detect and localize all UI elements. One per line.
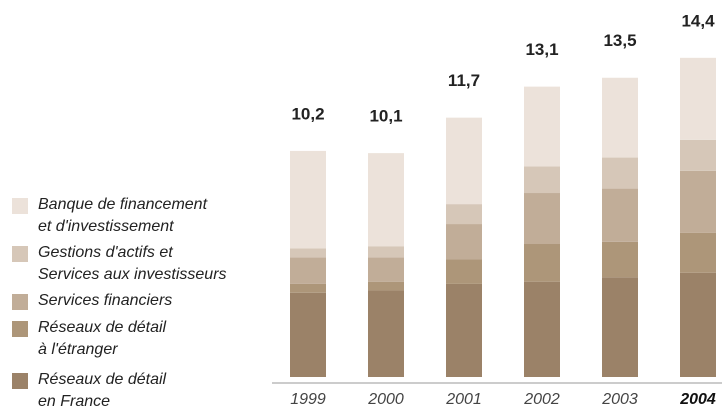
bar-segment [446,117,482,205]
x-tick-label: 2002 [523,391,560,408]
legend-swatch [12,246,28,262]
legend-item: Réseaux de détail à l'étranger [12,319,166,361]
bar-segment [368,281,404,291]
legend-label: Services financiers [38,292,173,309]
legend-label: Réseaux de détail à l'étranger [38,319,167,358]
legend-swatch [12,198,28,214]
bar-segment [446,259,482,284]
bar-segment [290,283,326,293]
bar-segment [602,157,638,189]
bar-segment [290,150,326,249]
bar-segment [446,224,482,260]
bar-segment [290,248,326,258]
bar-segment [524,244,560,282]
bar-segment [680,272,716,377]
x-tick-label: 2003 [601,391,638,408]
bar-segment [602,241,638,278]
x-tick-label: 1999 [290,391,326,408]
legend-swatch [12,373,28,389]
bar-segment [602,188,638,242]
total-label: 11,7 [448,71,480,90]
legend-label: Banque de financement et d'investissemen… [38,196,208,235]
bar-segment [680,232,716,273]
total-label: 10,1 [369,107,402,126]
legend-item: Réseaux de détail en France [12,371,166,413]
x-tick-label: 2000 [367,391,404,408]
bar-segment [524,86,560,167]
bar-segment [368,290,404,377]
legend-label: Gestions d'actifs et Services aux invest… [38,244,227,283]
bar-segment [524,166,560,194]
total-label: 14,4 [681,11,715,30]
bar-segment [524,281,560,377]
bar-segment [368,257,404,282]
total-label: 13,5 [603,31,636,50]
bar-segment [680,170,716,233]
legend-swatch [12,321,28,337]
bar-segment [602,77,638,158]
bar-segment [680,139,716,171]
bar-segment [290,292,326,377]
legend-item: Services financiers [12,292,172,312]
legend-label: Réseaux de détail en France [38,371,167,410]
bar-segment [524,193,560,245]
x-tick-label: 2004 [679,391,716,408]
bar-segment [446,204,482,225]
x-tick-label: 2001 [445,391,482,408]
legend-item: Gestions d'actifs et Services aux invest… [12,244,227,286]
bar-segment [446,283,482,377]
legend-item: Banque de financement et d'investissemen… [12,196,207,238]
bar-segment [368,153,404,247]
bar-segment [368,246,404,258]
bar-segment [602,277,638,377]
total-label: 10,2 [291,104,324,123]
bar-segment [680,57,716,140]
legend-swatch [12,294,28,310]
total-label: 13,1 [525,40,558,59]
bar-segment [290,257,326,284]
